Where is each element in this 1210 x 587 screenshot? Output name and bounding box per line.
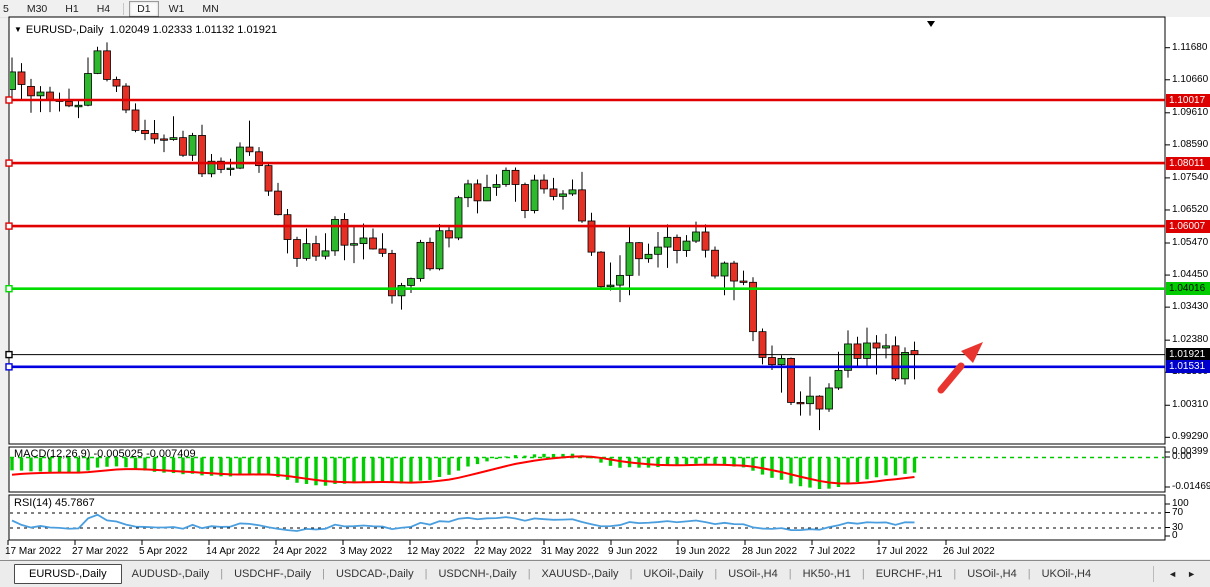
chart-ohlc-values: 1.02049 1.02333 1.01132 1.01921 <box>109 24 278 36</box>
price-axis-tick: 1.07540 <box>1172 171 1209 183</box>
timeframe-button-mn[interactable]: MN <box>202 2 219 15</box>
tab-eurchf-h1[interactable]: EURCHF-,H1 <box>875 568 943 580</box>
price-badge-resistance-1: 1.10017 <box>1166 93 1210 107</box>
tab-separator: | <box>1027 568 1031 580</box>
price-axis-tick: 1.08590 <box>1172 138 1209 150</box>
tab-ukoil-h4[interactable]: UKOil-,H4 <box>1041 568 1092 580</box>
tab-usoil-h4[interactable]: USOil-,H4 <box>967 568 1017 580</box>
tab-separator: | <box>220 568 224 580</box>
macd-axis-tick: 0.00399 <box>1172 446 1209 457</box>
rsi-axis-tick: 100 <box>1172 498 1189 509</box>
price-badge-resistance-3: 1.06007 <box>1166 219 1210 233</box>
time-axis-label: 19 Jun 2022 <box>675 546 731 557</box>
tab-separator: | <box>527 568 531 580</box>
tab-separator: | <box>788 568 792 580</box>
price-axis-tick: 1.06520 <box>1172 203 1209 215</box>
time-axis-label: 27 Mar 2022 <box>72 546 129 557</box>
tab-usdcad-daily[interactable]: USDCAD-,Daily <box>335 568 414 580</box>
chart-title: ▼ EURUSD-,Daily 1.02049 1.02333 1.01132 1… <box>14 24 277 36</box>
price-axis-tick: 0.99290 <box>1172 431 1209 443</box>
time-axis-label: 31 May 2022 <box>541 546 599 557</box>
price-axis-tick: 1.05470 <box>1172 236 1209 248</box>
time-axis-label: 7 Jul 2022 <box>809 546 856 557</box>
toolbar-separator <box>123 2 125 15</box>
macd-indicator-label: MACD(12,26,9) -0.005025 -0.007409 <box>14 448 196 460</box>
timeframe-button-h4[interactable]: H4 <box>96 2 111 15</box>
price-axis-tick: 1.09610 <box>1172 106 1209 118</box>
rsi-indicator-label: RSI(14) 45.7867 <box>14 497 95 509</box>
tab-separator: | <box>322 568 325 580</box>
price-axis-tick: 1.02380 <box>1172 334 1209 346</box>
symbol-tab-bar: EURUSD-,Daily AUDUSD-,Daily | USDCHF-,Daily… <box>0 560 1210 587</box>
price-axis-tick: 1.03430 <box>1172 301 1209 313</box>
time-axis-label: 17 Mar 2022 <box>5 546 62 557</box>
time-axis-label: 14 Apr 2022 <box>206 546 260 557</box>
timeframe-button-w1[interactable]: W1 <box>168 2 185 15</box>
tab-usoil-h4[interactable]: USOil-,H4 <box>728 568 778 580</box>
tab-separator: | <box>629 568 633 580</box>
time-axis-label: 24 Apr 2022 <box>273 546 327 557</box>
timeframe-toolbar: 5 M30 H1 H4 D1 W1 MN <box>0 0 1210 18</box>
time-axis-label: 22 May 2022 <box>474 546 532 557</box>
tab-separator: | <box>953 568 957 580</box>
tab-audusd-daily[interactable]: AUDUSD-,Daily <box>131 568 210 580</box>
time-axis-label: 17 Jul 2022 <box>876 546 928 557</box>
time-axis-label: 26 Jul 2022 <box>943 546 995 557</box>
tab-scroll-left-icon[interactable]: ◄ <box>1168 569 1178 579</box>
time-axis-label: 12 May 2022 <box>407 546 465 557</box>
price-badge-current-price: 1.01921 <box>1166 348 1210 362</box>
timeframe-button-h1[interactable]: H1 <box>65 2 79 15</box>
timeframe-button-d1[interactable]: D1 <box>129 0 159 17</box>
time-axis-label: 5 Apr 2022 <box>139 546 188 557</box>
price-axis-tick: 1.11680 <box>1172 41 1208 53</box>
tab-separator: | <box>424 568 428 580</box>
chart-symbol-label: EURUSD-,Daily <box>25 24 104 36</box>
chart-dropdown-icon: ▼ <box>14 25 22 34</box>
tab-usdchf-daily[interactable]: USDCHF-,Daily <box>234 568 312 580</box>
price-badge-support-blue: 1.01531 <box>1166 360 1210 374</box>
time-axis-label: 3 May 2022 <box>340 546 393 557</box>
timeframe-button-m30[interactable]: M30 <box>26 2 48 15</box>
tab-usdcnh-daily[interactable]: USDCNH-,Daily <box>438 568 517 580</box>
rsi-axis-tick: 30 <box>1172 521 1184 533</box>
timeframe-button-5[interactable]: 5 <box>3 2 9 15</box>
price-axis-tick: 1.04450 <box>1172 269 1209 281</box>
price-axis-tick: 1.00310 <box>1172 399 1209 411</box>
time-axis-label: 9 Jun 2022 <box>608 546 658 557</box>
tab-scroll-right-icon[interactable]: ► <box>1187 569 1196 579</box>
macd-axis-tick: -0.014693 <box>1172 481 1210 492</box>
tab-scroll-nav: ◄ ► <box>1153 566 1210 582</box>
tab-separator: | <box>714 568 718 580</box>
price-badge-support-green: 1.04016 <box>1166 282 1210 296</box>
tab-hk50-h1[interactable]: HK50-,H1 <box>802 568 851 580</box>
tab-xauusd-daily[interactable]: XAUUSD-,Daily <box>541 568 619 580</box>
tab-separator: | <box>861 568 865 580</box>
time-axis-label: 28 Jun 2022 <box>742 546 798 557</box>
rsi-axis-tick: 70 <box>1172 506 1184 518</box>
price-badge-resistance-2: 1.08011 <box>1166 156 1210 170</box>
rsi-axis-tick: 0 <box>1172 530 1178 541</box>
macd-axis-tick: 0.00 <box>1172 451 1192 462</box>
price-axis-tick: 1.10660 <box>1172 73 1209 85</box>
tab-eurusd-daily[interactable]: EURUSD-,Daily <box>14 564 122 584</box>
tab-ukoil-daily[interactable]: UKOil-,Daily <box>643 568 704 580</box>
